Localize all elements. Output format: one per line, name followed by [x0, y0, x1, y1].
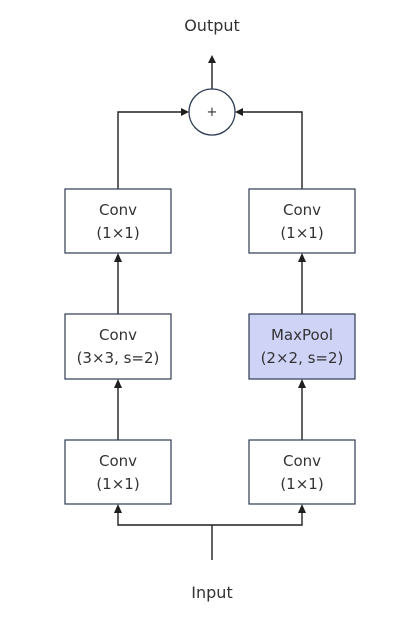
node-title: Conv: [283, 452, 321, 470]
node-params: (1×1): [280, 224, 323, 242]
right-sum-arrowhead: [235, 108, 243, 116]
node-params: (1×1): [96, 475, 139, 493]
node-title: Conv: [283, 201, 321, 219]
right-bottom-conv-node: Conv (1×1): [248, 439, 356, 505]
left-bottom-conv-node: Conv (1×1): [64, 439, 172, 505]
right-bottom-arrowhead: [298, 379, 306, 388]
node-params: (1×1): [280, 475, 323, 493]
node-title: Conv: [99, 326, 137, 344]
output-label: Output: [184, 16, 240, 35]
node-title: MaxPool: [271, 326, 333, 344]
input-right-arrowhead: [298, 504, 306, 513]
left-top-to-sum-edge: [117, 111, 182, 189]
node-params: (1×1): [96, 224, 139, 242]
left-mid-conv-node: Conv (3×3, s=2): [64, 313, 172, 380]
left-sum-arrowhead: [181, 108, 189, 116]
right-maxpool-node: MaxPool (2×2, s=2): [248, 313, 356, 380]
right-mid-arrowhead: [298, 253, 306, 262]
right-top-to-sum-edge: [242, 111, 303, 189]
node-title: Conv: [99, 452, 137, 470]
left-mid-arrowhead: [114, 253, 122, 262]
right-top-conv-node: Conv (1×1): [248, 188, 356, 254]
input-label: Input: [191, 583, 232, 602]
input-split-right-edge: [212, 512, 303, 526]
sum-symbol: +: [207, 105, 218, 120]
node-title: Conv: [99, 201, 137, 219]
output-arrowhead: [208, 55, 216, 63]
input-split-left-edge: [117, 512, 212, 526]
input-left-arrowhead: [114, 504, 122, 513]
node-params: (3×3, s=2): [77, 349, 160, 367]
node-params: (2×2, s=2): [261, 349, 344, 367]
left-top-conv-node: Conv (1×1): [64, 188, 172, 254]
left-bottom-arrowhead: [114, 379, 122, 388]
